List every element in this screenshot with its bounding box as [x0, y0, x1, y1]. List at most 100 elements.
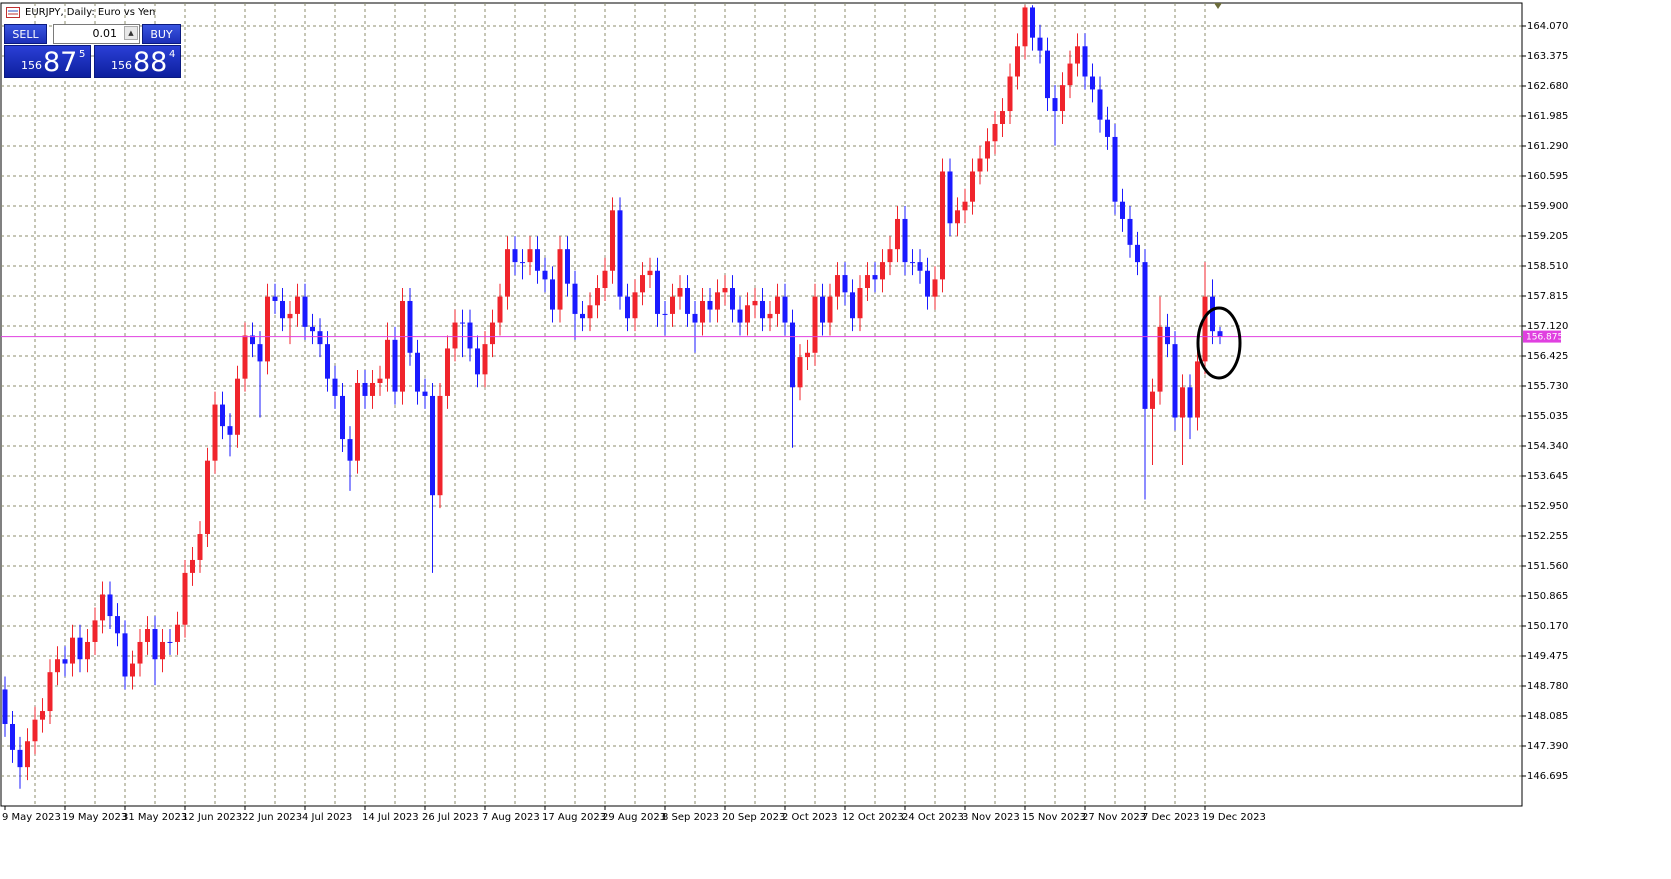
candle-body [92, 620, 98, 642]
candle-body [715, 292, 720, 310]
x-tick-label: 3 Nov 2023 [962, 812, 1020, 823]
candle-body [430, 395, 435, 496]
candle-body [1195, 361, 1200, 418]
y-tick-label: 154.340 [1527, 441, 1568, 452]
candle-body [947, 171, 953, 224]
candle-body [325, 344, 330, 379]
y-tick-label: 153.645 [1527, 471, 1568, 482]
sell-button[interactable]: SELL [4, 24, 47, 44]
candle-body [332, 378, 338, 396]
candle-body [1112, 136, 1118, 202]
buy-button[interactable]: BUY [142, 24, 181, 44]
candle-body [700, 300, 705, 323]
candle-body [220, 404, 225, 427]
x-tick-label: 29 Aug 2023 [602, 812, 666, 823]
candle-body [295, 296, 300, 314]
candle-body [1060, 85, 1065, 112]
y-tick-label: 152.950 [1527, 501, 1568, 512]
candle-body [917, 262, 923, 271]
current-price-label: 156.875 [1526, 333, 1563, 343]
lot-up[interactable]: ▲ [124, 26, 138, 40]
candle-body [377, 378, 383, 383]
candle-body [160, 641, 165, 660]
candle-body [1037, 37, 1043, 51]
x-tick-label: 7 Aug 2023 [482, 812, 540, 823]
candle-body [505, 249, 510, 297]
y-tick-label: 152.255 [1527, 531, 1568, 542]
candle-body [1142, 262, 1148, 409]
buy-big-figure: 156 [111, 59, 132, 72]
candle-body [730, 288, 735, 310]
candle-body [167, 641, 173, 643]
candle-body [152, 629, 158, 660]
candle-body [880, 262, 885, 280]
candle-body [122, 633, 128, 677]
candle-body [1187, 387, 1193, 418]
candle-body [640, 275, 645, 293]
candle-body [362, 382, 368, 396]
y-tick-label: 148.780 [1527, 681, 1568, 692]
candle-body [520, 262, 525, 264]
candle-body [572, 283, 578, 314]
buy-point: 4 [169, 49, 176, 60]
candle-body [482, 344, 488, 375]
candle-body [707, 300, 713, 310]
candle-body [1015, 46, 1020, 77]
buy-price[interactable]: 156 88 4 [94, 45, 181, 78]
candle-body [242, 335, 248, 379]
candle-body [235, 378, 240, 435]
candle-body [370, 382, 375, 396]
candle-body [655, 270, 660, 314]
candle-body [1150, 391, 1155, 409]
y-tick-label: 159.900 [1527, 201, 1568, 212]
candle-body [580, 313, 585, 319]
candle-body [775, 296, 780, 314]
candle-body [1097, 89, 1103, 120]
y-tick-label: 146.695 [1527, 771, 1568, 782]
candle-body [1007, 76, 1013, 112]
candle-body [1075, 46, 1080, 64]
candle-body [107, 594, 113, 617]
candle-body [835, 275, 840, 297]
sell-price[interactable]: 156 87 5 [4, 45, 91, 78]
y-tick-label: 147.390 [1527, 741, 1568, 752]
y-tick-label: 148.085 [1527, 711, 1568, 722]
chart-title: EURJPY, Daily: Euro vs Yen [25, 7, 156, 18]
candle-body [557, 249, 563, 310]
candle-body [797, 357, 803, 388]
buy-pips: 88 [133, 47, 168, 78]
y-tick-label: 150.865 [1527, 591, 1568, 602]
candle-body [422, 391, 428, 396]
candle-body [670, 296, 675, 314]
candle-body [2, 689, 8, 724]
candle-body [62, 659, 68, 664]
trade-panel: SELL ▼ 0.01 ▲ BUY 156 87 5 156 88 4 [4, 24, 181, 79]
candle-body [460, 322, 465, 324]
candle-body [662, 313, 668, 315]
candle-body [182, 572, 188, 625]
candle-body [887, 249, 893, 263]
lot-input[interactable]: 0.01 [53, 24, 140, 44]
y-tick-label: 155.035 [1527, 411, 1568, 422]
candle-body [587, 305, 593, 319]
y-tick-label: 156.425 [1527, 351, 1568, 362]
x-tick-label: 19 Dec 2023 [1202, 812, 1266, 823]
candle-body [1202, 296, 1208, 362]
x-tick-label: 26 Jul 2023 [422, 812, 479, 823]
candle-body [512, 249, 518, 263]
candle-body [17, 749, 23, 768]
candle-body [347, 439, 353, 461]
sell-point: 5 [79, 49, 86, 60]
candle-body [250, 335, 255, 345]
y-tick-label: 155.730 [1527, 381, 1568, 392]
candle-body [272, 296, 278, 301]
candle-body [820, 296, 825, 323]
candle-body [550, 279, 555, 310]
y-tick-label: 162.680 [1527, 81, 1568, 92]
sell-big-figure: 156 [21, 59, 42, 72]
candle-body [985, 141, 990, 159]
candle-body [145, 629, 150, 642]
candle-body [400, 300, 405, 392]
candle-body [1127, 218, 1133, 245]
grid [1, 3, 1522, 806]
